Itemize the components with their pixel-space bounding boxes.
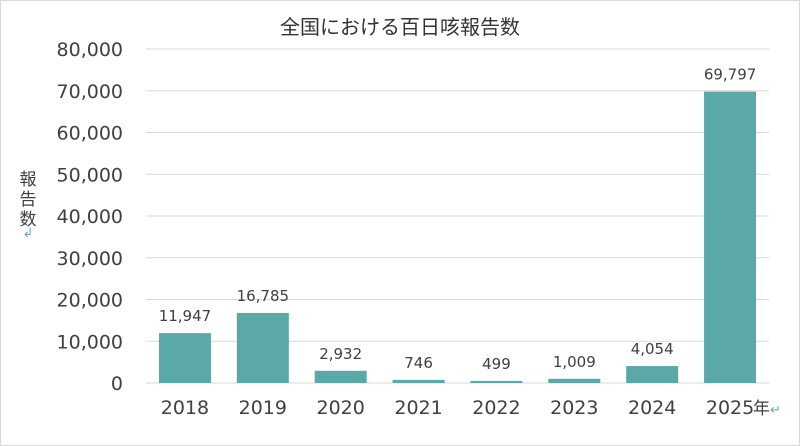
chart-title: 全国における百日咳報告数 bbox=[280, 15, 520, 39]
x-axis-label-text: 年 bbox=[753, 399, 770, 419]
y-axis-ticks: 0 10,000 20,000 30,000 40,000 50,000 60,000 70,… bbox=[57, 39, 123, 395]
x-tick-label: 2023 bbox=[550, 397, 598, 419]
data-label: 499 bbox=[482, 355, 511, 373]
y-axis-label-char: 告 bbox=[20, 190, 37, 210]
x-axis-label: 年 ↵ bbox=[753, 399, 781, 419]
y-tick-label: 0 bbox=[111, 373, 123, 395]
bar bbox=[158, 333, 211, 383]
x-tick-label: 2018 bbox=[161, 397, 209, 419]
y-tick-label: 70,000 bbox=[57, 81, 123, 103]
x-tick-label: 2025 bbox=[706, 397, 754, 419]
bar bbox=[470, 380, 523, 383]
bar bbox=[392, 379, 445, 383]
y-axis-label-char: 数 bbox=[20, 210, 37, 230]
data-label: 1,009 bbox=[553, 353, 596, 371]
x-tick-label: 2024 bbox=[628, 397, 676, 419]
data-label: 746 bbox=[404, 354, 433, 372]
bar bbox=[626, 366, 679, 383]
bars bbox=[158, 91, 757, 383]
paragraph-mark-icon: ↲ bbox=[23, 226, 34, 241]
data-label: 4,054 bbox=[631, 340, 674, 358]
y-axis-label-char: 報 bbox=[20, 170, 37, 190]
y-tick-label: 60,000 bbox=[57, 123, 123, 145]
y-tick-label: 10,000 bbox=[57, 331, 123, 353]
data-label: 69,797 bbox=[704, 66, 757, 84]
data-label: 16,785 bbox=[237, 287, 290, 305]
data-label: 11,947 bbox=[159, 307, 212, 325]
y-tick-label: 40,000 bbox=[57, 206, 123, 228]
bar bbox=[704, 91, 757, 383]
x-tick-label: 2020 bbox=[317, 397, 365, 419]
data-labels: 11,947 16,785 2,932 746 499 1,009 4,054 69,797 bbox=[159, 66, 757, 373]
data-label: 2,932 bbox=[319, 345, 362, 363]
x-tick-label: 2022 bbox=[472, 397, 520, 419]
x-axis-ticks: 2018 2019 2020 2021 2022 2023 2024 2025 bbox=[161, 397, 754, 419]
y-tick-label: 80,000 bbox=[57, 39, 123, 61]
x-tick-label: 2019 bbox=[239, 397, 287, 419]
x-tick-label: 2021 bbox=[394, 397, 442, 419]
y-axis-label: 報告数↲ bbox=[20, 170, 37, 241]
bar bbox=[314, 370, 367, 383]
bar bbox=[548, 378, 601, 383]
y-tick-label: 30,000 bbox=[57, 248, 123, 270]
return-mark-icon: ↵ bbox=[770, 403, 781, 418]
y-tick-label: 20,000 bbox=[57, 290, 123, 312]
y-tick-label: 50,000 bbox=[57, 164, 123, 186]
bar bbox=[236, 312, 289, 383]
